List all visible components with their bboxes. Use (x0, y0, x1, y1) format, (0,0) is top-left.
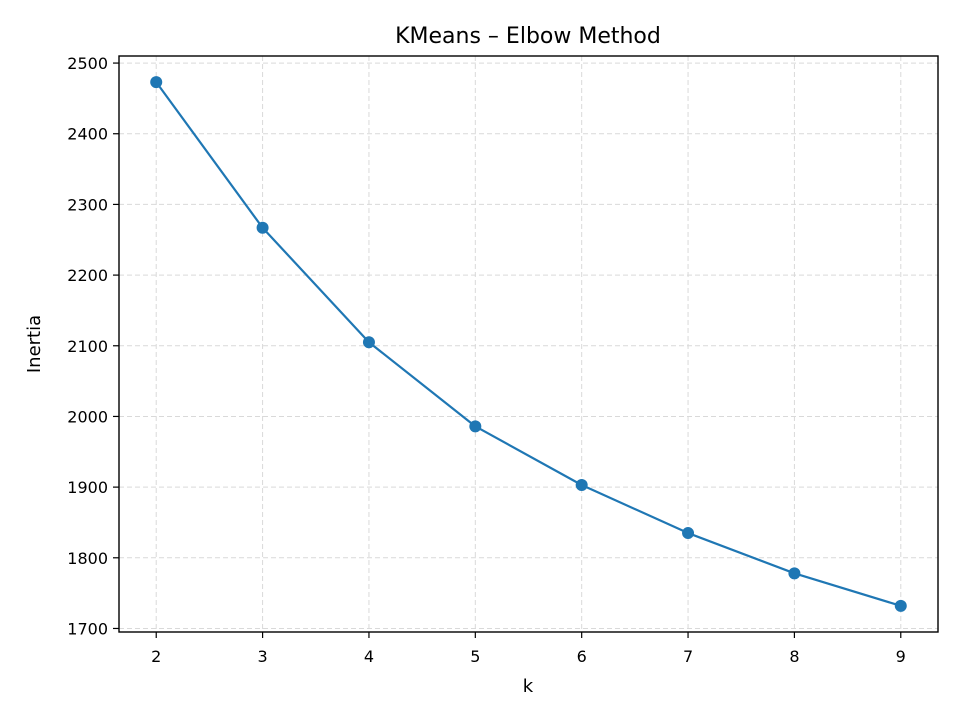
grid (119, 56, 938, 632)
x-tick-label: 4 (364, 647, 374, 666)
series-layer (150, 76, 907, 612)
x-tick-label: 9 (896, 647, 906, 666)
plot-frame (118, 55, 939, 633)
y-axis-ticks: 1700 1800 1900 2000 2100 2200 2300 2400 2500 (67, 54, 119, 638)
x-tick-label: 7 (683, 647, 693, 666)
x-axis-label: k (523, 676, 534, 697)
data-point (150, 76, 163, 89)
y-tick-label: 1800 (67, 549, 108, 568)
x-tick-label: 6 (577, 647, 587, 666)
y-tick-label: 2100 (67, 337, 108, 356)
x-tick-label: 8 (789, 647, 799, 666)
series-line (155, 81, 902, 607)
y-tick-label: 2400 (67, 125, 108, 144)
x-tick-label: 5 (470, 647, 480, 666)
chart-title: KMeans – Elbow Method (395, 24, 661, 49)
data-point (894, 599, 907, 612)
y-tick-label: 2200 (67, 266, 108, 285)
data-point (575, 478, 588, 491)
x-axis-ticks: 2 3 4 5 6 7 8 9 (151, 632, 906, 666)
data-point (788, 567, 801, 580)
y-tick-label: 2300 (67, 195, 108, 214)
x-tick-label: 2 (151, 647, 161, 666)
y-tick-label: 1900 (67, 478, 108, 497)
data-point (362, 336, 375, 349)
y-tick-label: 1700 (67, 619, 108, 638)
data-point (469, 420, 482, 433)
data-point (682, 527, 695, 540)
y-axis-label: Inertia (24, 315, 45, 373)
data-point (256, 221, 269, 234)
y-tick-label: 2500 (67, 54, 108, 73)
y-tick-label: 2000 (67, 407, 108, 426)
x-tick-label: 3 (257, 647, 267, 666)
